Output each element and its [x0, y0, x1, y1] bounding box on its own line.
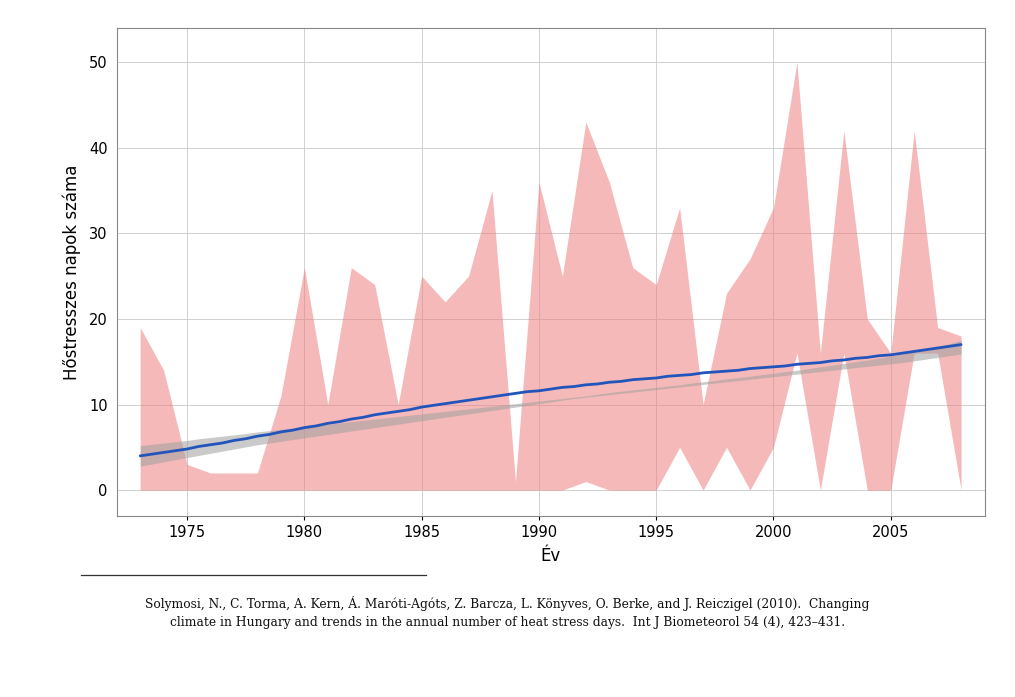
Text: Solymosi, N., C. Torma, A. Kern, Á. Maróti-Agóts, Z. Barcza, L. Könyves, O. Berk: Solymosi, N., C. Torma, A. Kern, Á. Maró…	[145, 596, 870, 629]
Y-axis label: Hőstresszes napok száma: Hőstresszes napok száma	[62, 164, 80, 380]
X-axis label: Év: Év	[541, 546, 560, 565]
